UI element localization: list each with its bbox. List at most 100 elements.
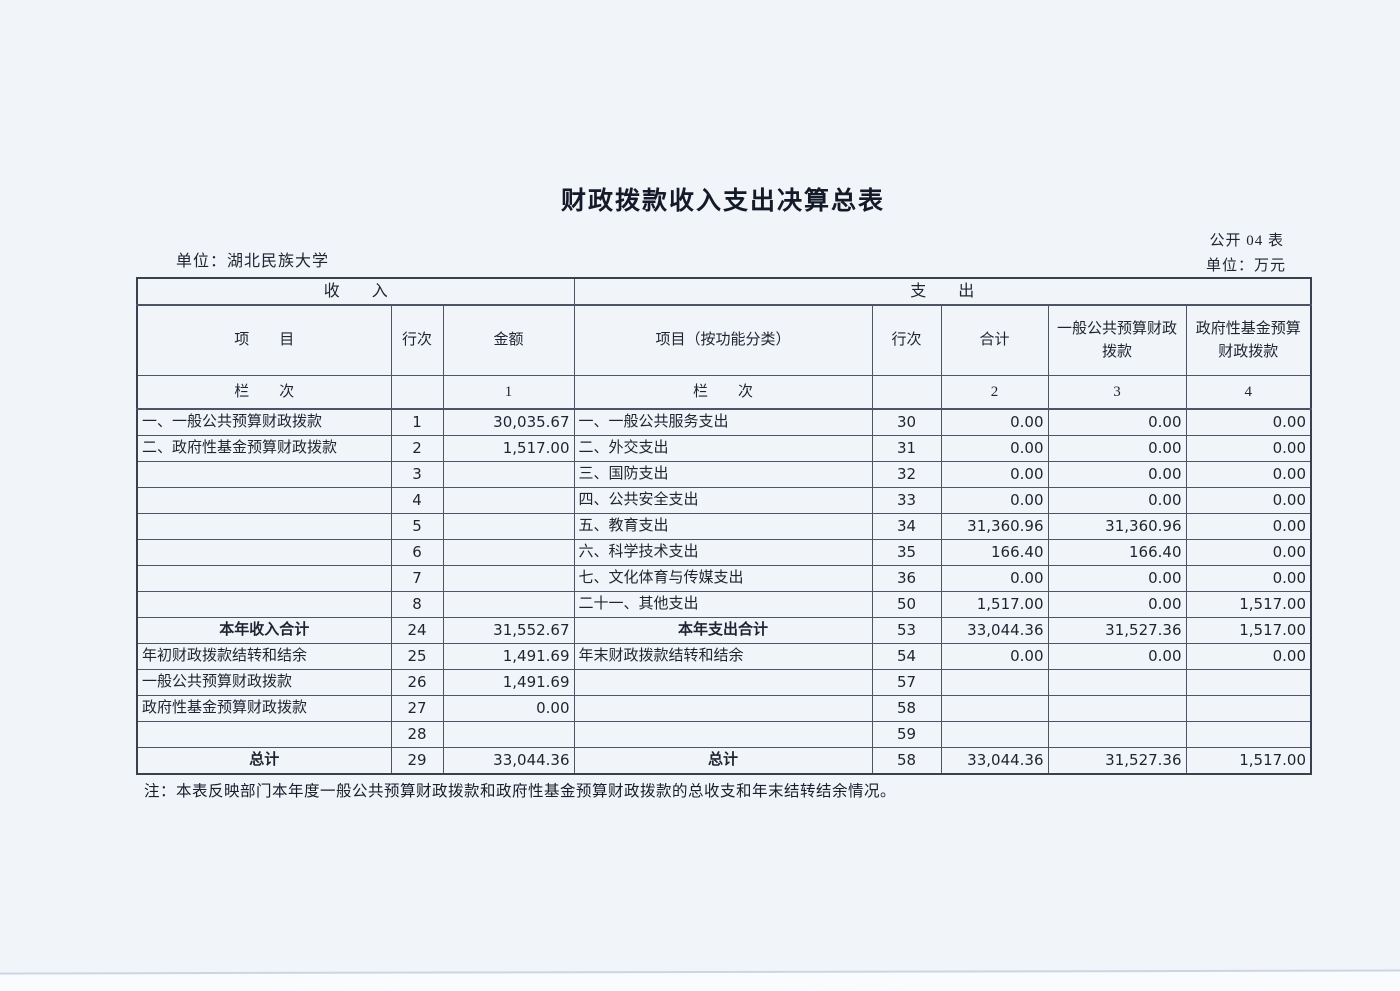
expense-item bbox=[573, 721, 873, 748]
expense-line: 59 bbox=[871, 721, 942, 748]
expense-total: 1,517.00 bbox=[940, 591, 1049, 618]
expense-fund: 0.00 bbox=[1185, 408, 1312, 436]
table-row: 一般公共预算财政拨款 26 1,491.69 57 bbox=[136, 669, 1312, 696]
income-lanci-label: 栏 次 bbox=[136, 375, 392, 410]
income-item: 年初财政拨款结转和结余 bbox=[136, 643, 392, 670]
expense-line: 35 bbox=[871, 539, 942, 566]
income-item: 一、一般公共预算财政拨款 bbox=[136, 408, 392, 436]
column-header-row: 项 目 行次 金额 项目（按功能分类） 行次 合计 一般公共预算财政拨款 政府性… bbox=[136, 304, 1312, 376]
income-line: 6 bbox=[390, 539, 444, 566]
expense-fund: 1,517.00 bbox=[1185, 617, 1312, 644]
expense-item: 二、外交支出 bbox=[573, 435, 873, 462]
expense-total: 0.00 bbox=[940, 565, 1049, 592]
page-title: 财政拨款收入支出决算总表 bbox=[560, 188, 885, 215]
income-amount bbox=[442, 591, 575, 618]
income-line: 25 bbox=[390, 643, 444, 670]
expense-total-header: 合计 bbox=[940, 304, 1049, 376]
expense-fund: 0.00 bbox=[1185, 435, 1312, 462]
income-line: 8 bbox=[390, 591, 444, 618]
expense-item: 六、科学技术支出 bbox=[573, 539, 873, 566]
income-item bbox=[136, 565, 392, 592]
income-line: 28 bbox=[390, 721, 444, 748]
expense-item bbox=[573, 695, 873, 722]
expense-general: 31,360.96 bbox=[1047, 513, 1187, 540]
expense-general bbox=[1047, 695, 1187, 722]
income-item bbox=[136, 461, 392, 488]
expense-fund: 0.00 bbox=[1185, 539, 1312, 566]
expense-item: 本年支出合计 bbox=[573, 617, 873, 644]
income-item: 政府性基金预算财政拨款 bbox=[136, 695, 392, 722]
income-line: 4 bbox=[390, 487, 444, 514]
expense-line: 54 bbox=[871, 643, 942, 670]
expense-line: 57 bbox=[871, 669, 942, 696]
expense-line: 36 bbox=[871, 565, 942, 592]
income-item: 本年收入合计 bbox=[136, 617, 392, 644]
income-amount bbox=[442, 487, 575, 514]
fiscal-appropriation-table: 收 入 支 出 项 目 行次 金额 项目（按功能分类） 行次 合计 一般公共预算… bbox=[136, 277, 1313, 775]
income-item bbox=[136, 539, 392, 566]
expense-item: 三、国防支出 bbox=[573, 461, 873, 488]
expense-line: 50 bbox=[871, 591, 942, 618]
income-amount: 1,517.00 bbox=[442, 435, 575, 462]
income-amount: 1,491.69 bbox=[442, 643, 575, 670]
income-section-header: 收 入 bbox=[136, 277, 575, 306]
expense-total: 33,044.36 bbox=[940, 747, 1049, 775]
expense-fund: 0.00 bbox=[1185, 643, 1312, 670]
table-row: 年初财政拨款结转和结余 25 1,491.69 年末财政拨款结转和结余 54 0… bbox=[136, 643, 1312, 670]
income-line: 7 bbox=[390, 565, 444, 592]
income-amount: 1,491.69 bbox=[442, 669, 575, 696]
income-amount: 0.00 bbox=[442, 695, 575, 722]
income-amount: 33,044.36 bbox=[442, 747, 575, 775]
table-row: 7 七、文化体育与传媒支出 36 0.00 0.00 0.00 bbox=[136, 565, 1312, 592]
income-line: 26 bbox=[390, 669, 444, 696]
income-line: 3 bbox=[390, 461, 444, 488]
income-line: 1 bbox=[390, 408, 444, 436]
expense-fund: 0.00 bbox=[1185, 513, 1312, 540]
expense-line: 31 bbox=[871, 435, 942, 462]
income-item bbox=[136, 591, 392, 618]
table-row: 一、一般公共预算财政拨款 1 30,035.67 一、一般公共服务支出 30 0… bbox=[136, 408, 1312, 436]
expense-general: 0.00 bbox=[1047, 487, 1187, 514]
currency-unit-label: 单位：万元 bbox=[1205, 258, 1286, 274]
footnote: 注：本表反映部门本年度一般公共预算财政拨款和政府性基金预算财政拨款的总收支和年末… bbox=[144, 783, 897, 800]
income-amount bbox=[442, 539, 575, 566]
expense-line: 34 bbox=[871, 513, 942, 540]
expense-item: 五、教育支出 bbox=[573, 513, 873, 540]
table-row: 28 59 bbox=[136, 721, 1312, 748]
income-amount bbox=[442, 461, 575, 488]
expense-item: 总计 bbox=[573, 747, 873, 775]
expense-total: 0.00 bbox=[940, 461, 1049, 488]
expense-lanci-line bbox=[871, 375, 942, 410]
expense-gov-fund-header: 政府性基金预算财政拨款 bbox=[1185, 304, 1312, 376]
income-lanci-line bbox=[390, 375, 444, 410]
expense-item bbox=[573, 669, 873, 696]
expense-fund-col-index: 4 bbox=[1185, 375, 1312, 410]
income-line: 29 bbox=[390, 747, 444, 775]
expense-general bbox=[1047, 721, 1187, 748]
grand-total-row: 总计 29 33,044.36 总计 58 33,044.36 31,527.3… bbox=[136, 747, 1312, 775]
column-index-row: 栏 次 1 栏 次 2 3 4 bbox=[136, 375, 1312, 410]
table-row: 8 二十一、其他支出 50 1,517.00 0.00 1,517.00 bbox=[136, 591, 1312, 618]
expense-general: 166.40 bbox=[1047, 539, 1187, 566]
expense-fund: 0.00 bbox=[1185, 565, 1312, 592]
expense-fund: 1,517.00 bbox=[1185, 747, 1312, 775]
table-number-label: 公开 04 表 bbox=[1209, 233, 1284, 249]
expense-item: 四、公共安全支出 bbox=[573, 487, 873, 514]
expense-general-col-index: 3 bbox=[1047, 375, 1187, 410]
expense-total: 166.40 bbox=[940, 539, 1049, 566]
income-amount bbox=[442, 565, 575, 592]
expense-total bbox=[940, 669, 1049, 696]
expense-lanci-label: 栏 次 bbox=[573, 375, 873, 410]
expense-general: 31,527.36 bbox=[1047, 747, 1187, 775]
table-row: 5 五、教育支出 34 31,360.96 31,360.96 0.00 bbox=[136, 513, 1312, 540]
table-row: 政府性基金预算财政拨款 27 0.00 58 bbox=[136, 695, 1312, 722]
income-amount bbox=[442, 513, 575, 540]
expense-general: 0.00 bbox=[1047, 461, 1187, 488]
expense-general bbox=[1047, 669, 1187, 696]
income-line: 27 bbox=[390, 695, 444, 722]
expense-total: 0.00 bbox=[940, 408, 1049, 436]
expense-general-budget-header: 一般公共预算财政拨款 bbox=[1047, 304, 1187, 376]
income-line-header: 行次 bbox=[390, 304, 444, 376]
expense-total: 0.00 bbox=[940, 435, 1049, 462]
